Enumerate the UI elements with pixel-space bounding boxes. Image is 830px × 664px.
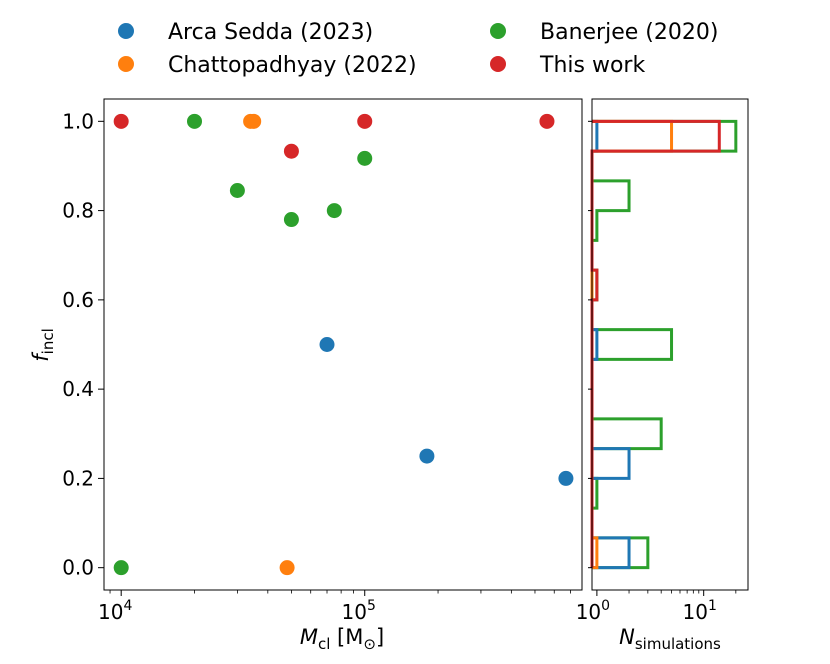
histogram-x-tick-label-exponent: 0 [601, 598, 610, 614]
histogram-plot: 100 101 Nsimulations [576, 98, 749, 653]
legend-marker [118, 23, 134, 39]
legend-item-this-work: This work [490, 53, 645, 78]
legend-label: Banerjee (2020) [540, 20, 718, 45]
data-point [539, 113, 555, 129]
y-axis-label: fincl [29, 328, 57, 362]
x-tick-label-base: 10 [98, 600, 123, 624]
y-tick-label: 0.8 [62, 199, 94, 223]
x-tick-label-exponent: 4 [123, 598, 132, 614]
data-point [113, 560, 129, 576]
histogram-series-banerjee-2020 [590, 119, 738, 570]
legend-label: This work [539, 53, 645, 78]
series-arca-sedda-2023 [319, 337, 574, 486]
histogram-plot-area [592, 99, 748, 590]
data-point [113, 113, 129, 129]
series-this-work [113, 113, 555, 159]
x-tick-label: 105 [342, 598, 376, 624]
y-tick-label: 0.6 [62, 288, 94, 312]
histogram-x-tick-label-base: 10 [682, 600, 707, 624]
x-tick-label-exponent: 5 [367, 598, 376, 614]
x-tick-label-base: 10 [342, 600, 367, 624]
x-axis-label: Mcl [M⊙] [300, 625, 384, 653]
data-point [283, 212, 299, 228]
series-banerjee-2020 [113, 113, 373, 576]
histogram-x-tick-label-exponent: 1 [708, 598, 717, 614]
x-tick-label: 104 [98, 598, 132, 624]
legend-marker [118, 56, 134, 72]
data-point [283, 143, 299, 159]
y-tick-label: 0.2 [62, 466, 94, 490]
legend-marker [490, 23, 506, 39]
histogram-x-tick-label: 100 [576, 598, 610, 624]
legend: Arca Sedda (2023) Chattopadhyay (2022) Ban… [118, 20, 718, 78]
data-point [326, 203, 342, 219]
data-point [419, 448, 435, 464]
data-point [558, 470, 574, 486]
data-point [187, 113, 203, 129]
y-tick-label: 0.4 [62, 377, 94, 401]
legend-label: Chattopadhyay (2022) [168, 53, 417, 78]
legend-marker [490, 56, 506, 72]
data-point [319, 337, 335, 352]
histogram-axes: 100 101 [576, 120, 737, 624]
series-chattopadhyay-2022 [243, 113, 295, 576]
legend-item-chattopadhyay-2022: Chattopadhyay (2022) [118, 53, 417, 78]
data-point [246, 113, 262, 129]
scatter-marks [113, 113, 574, 576]
data-point [279, 560, 295, 576]
histogram-plot-frame [591, 98, 749, 591]
scatter-plot-frame [103, 98, 583, 591]
histogram-x-tick-label: 101 [682, 598, 716, 624]
data-point [229, 183, 245, 199]
data-point [357, 150, 373, 166]
histogram-x-axis-label: Nsimulations [619, 625, 721, 653]
legend-item-arca-sedda-2023: Arca Sedda (2023) [118, 20, 373, 45]
legend-label: Arca Sedda (2023) [168, 20, 373, 45]
y-tick-label: 0.0 [62, 556, 94, 580]
data-point [357, 113, 373, 129]
legend-item-banerjee-2020: Banerjee (2020) [490, 20, 718, 45]
y-tick-label: 1.0 [62, 109, 94, 133]
scatter-plot-area [104, 99, 582, 590]
histogram-x-tick-label-base: 10 [576, 600, 601, 624]
